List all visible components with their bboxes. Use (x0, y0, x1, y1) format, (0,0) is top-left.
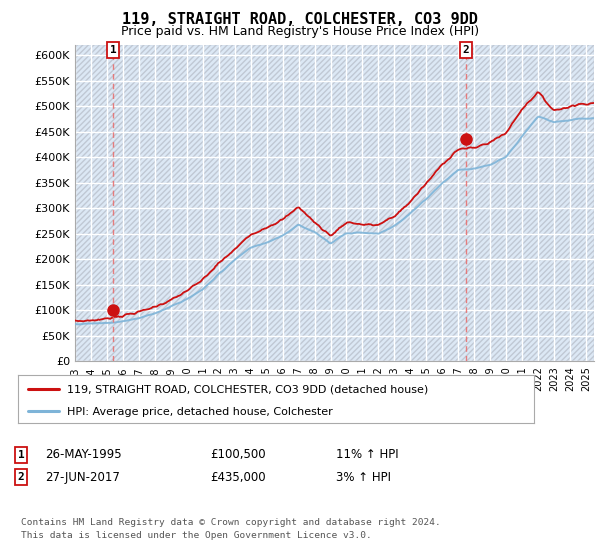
Text: £435,000: £435,000 (210, 470, 266, 484)
Text: 1: 1 (17, 450, 25, 460)
Text: 26-MAY-1995: 26-MAY-1995 (45, 448, 122, 461)
Text: 11% ↑ HPI: 11% ↑ HPI (336, 448, 398, 461)
Text: 27-JUN-2017: 27-JUN-2017 (45, 470, 120, 484)
Text: 2: 2 (463, 45, 470, 55)
Text: HPI: Average price, detached house, Colchester: HPI: Average price, detached house, Colc… (67, 407, 333, 417)
Text: Price paid vs. HM Land Registry's House Price Index (HPI): Price paid vs. HM Land Registry's House … (121, 25, 479, 38)
Text: 3% ↑ HPI: 3% ↑ HPI (336, 470, 391, 484)
Text: 119, STRAIGHT ROAD, COLCHESTER, CO3 9DD (detached house): 119, STRAIGHT ROAD, COLCHESTER, CO3 9DD … (67, 385, 428, 394)
Text: Contains HM Land Registry data © Crown copyright and database right 2024.
This d: Contains HM Land Registry data © Crown c… (21, 518, 441, 539)
Text: 119, STRAIGHT ROAD, COLCHESTER, CO3 9DD: 119, STRAIGHT ROAD, COLCHESTER, CO3 9DD (122, 12, 478, 27)
Text: 2: 2 (17, 472, 25, 482)
Text: £100,500: £100,500 (210, 448, 266, 461)
Text: 1: 1 (110, 45, 117, 55)
